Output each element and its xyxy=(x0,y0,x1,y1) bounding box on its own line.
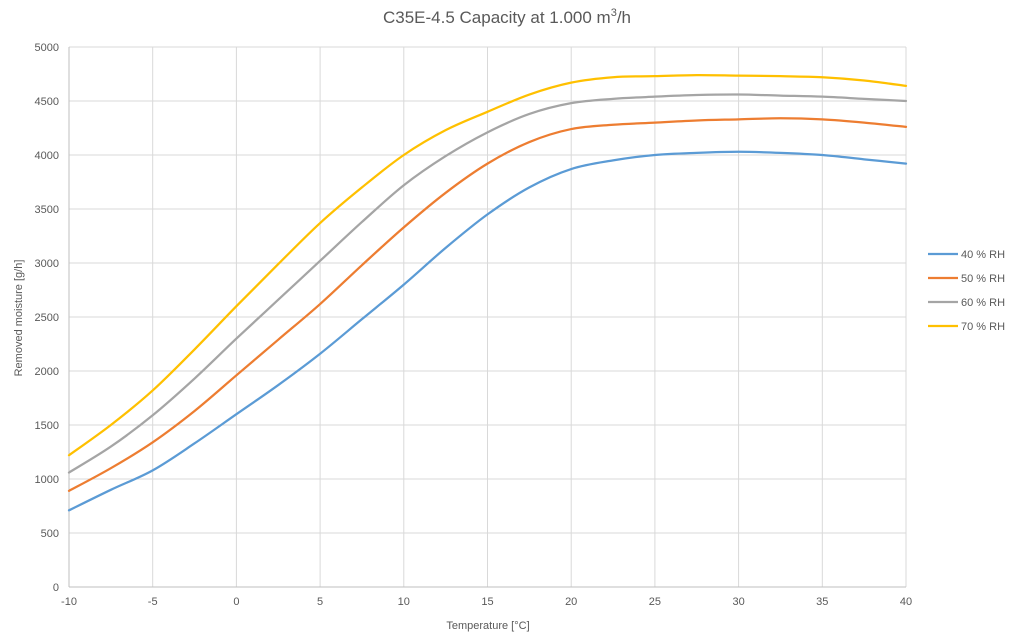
x-tick-label: 20 xyxy=(565,596,577,608)
series-lines xyxy=(67,73,908,512)
legend-item-40-rh: 40 % RH xyxy=(928,249,1005,261)
x-tick-label: 0 xyxy=(233,596,239,608)
x-tick-label: 15 xyxy=(481,596,493,608)
legend-item-50-rh: 50 % RH xyxy=(928,273,1005,285)
x-tick-label: -5 xyxy=(148,596,158,608)
x-axis-title: Temperature [°C] xyxy=(446,620,529,632)
x-tick-label: 40 xyxy=(900,596,912,608)
gridlines xyxy=(69,46,907,587)
y-tick-label: 2000 xyxy=(35,366,59,378)
legend: 40 % RH 50 % RH 60 % RH 70 % RH xyxy=(928,249,1005,333)
y-tick-label: 4500 xyxy=(35,96,59,108)
legend-label: 40 % RH xyxy=(961,249,1005,261)
x-tick-label: 30 xyxy=(732,596,744,608)
y-tick-label: 3500 xyxy=(35,204,59,216)
x-tick-label: 25 xyxy=(649,596,661,608)
y-tick-label: 0 xyxy=(53,582,59,594)
chart-title-main: C35E-4.5 Capacity at 1.000 m xyxy=(383,8,611,27)
series-line-60-rh xyxy=(67,93,908,474)
chart-title-tail: /h xyxy=(617,8,631,27)
series-line-70-rh xyxy=(67,73,908,457)
y-tick-label: 500 xyxy=(41,528,59,540)
y-tick-label: 1000 xyxy=(35,474,59,486)
legend-item-60-rh: 60 % RH xyxy=(928,297,1005,309)
axes: 0 500 1000 1500 2000 2500 3000 3500 4000 4500 5000… xyxy=(35,42,913,608)
y-tick-label: 2500 xyxy=(35,312,59,324)
legend-label: 70 % RH xyxy=(961,321,1005,333)
y-tick-label: 3000 xyxy=(35,258,59,270)
series-line-40-rh xyxy=(67,150,908,512)
legend-item-70-rh: 70 % RH xyxy=(928,321,1005,333)
y-tick-label: 4000 xyxy=(35,150,59,162)
chart-title: C35E-4.5 Capacity at 1.000 m3/h xyxy=(383,7,631,27)
x-tick-label: -10 xyxy=(61,596,77,608)
chart-title-superscript: 3 xyxy=(611,7,617,19)
legend-label: 50 % RH xyxy=(961,273,1005,285)
x-tick-label: 5 xyxy=(317,596,323,608)
x-tick-label: 10 xyxy=(398,596,410,608)
series-line-50-rh xyxy=(67,117,908,493)
y-tick-label: 1500 xyxy=(35,420,59,432)
x-tick-label: 35 xyxy=(816,596,828,608)
y-tick-label: 5000 xyxy=(35,42,59,54)
y-axis-title: Removed moisture [g/h] xyxy=(13,260,25,377)
legend-label: 60 % RH xyxy=(961,297,1005,309)
